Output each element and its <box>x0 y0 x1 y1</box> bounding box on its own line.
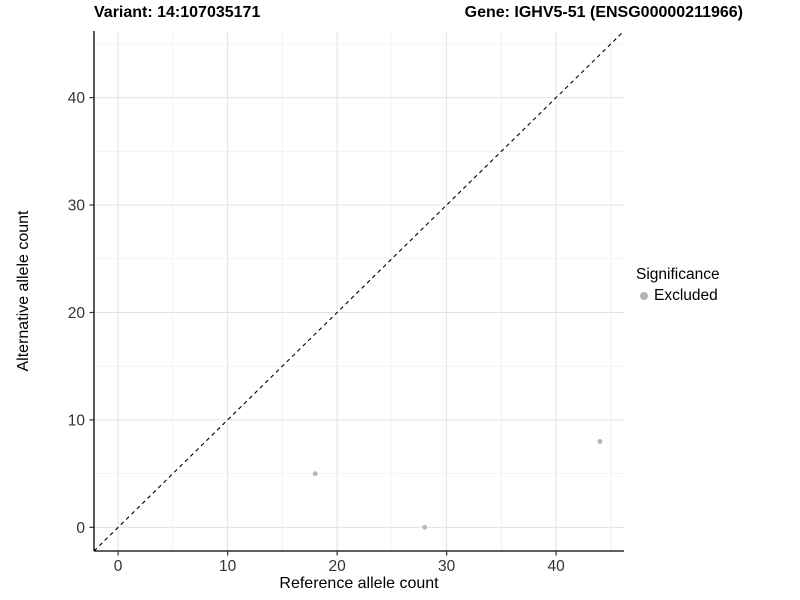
gene-title: Gene: IGHV5-51 (ENSG00000211966) <box>464 4 743 21</box>
y-axis-label: Alternative allele count <box>15 210 32 372</box>
y-tick-label: 40 <box>68 90 86 107</box>
x-tick-label: 0 <box>114 558 123 575</box>
x-tick-label: 30 <box>438 558 456 575</box>
y-tick-label: 20 <box>68 305 86 322</box>
x-tick-label: 10 <box>219 558 237 575</box>
legend-key <box>636 288 652 304</box>
data-point <box>597 439 603 444</box>
x-tick-label: 40 <box>547 558 565 575</box>
identity-line <box>93 30 625 552</box>
legend-item-excluded: Excluded <box>636 287 720 305</box>
variant-title: Variant: 14:107035171 <box>94 4 261 21</box>
legend: Significance Excluded <box>636 266 720 305</box>
legend-item-label: Excluded <box>654 287 718 304</box>
y-tick-label: 0 <box>76 520 85 537</box>
legend-title: Significance <box>636 266 720 283</box>
x-axis-label: Reference allele count <box>279 575 439 592</box>
x-tick-label: 20 <box>328 558 346 575</box>
y-tick-label: 10 <box>68 412 86 429</box>
excluded-dot-icon <box>640 292 648 300</box>
data-point <box>422 524 428 530</box>
data-point <box>312 471 318 477</box>
y-tick-label: 30 <box>68 198 86 215</box>
